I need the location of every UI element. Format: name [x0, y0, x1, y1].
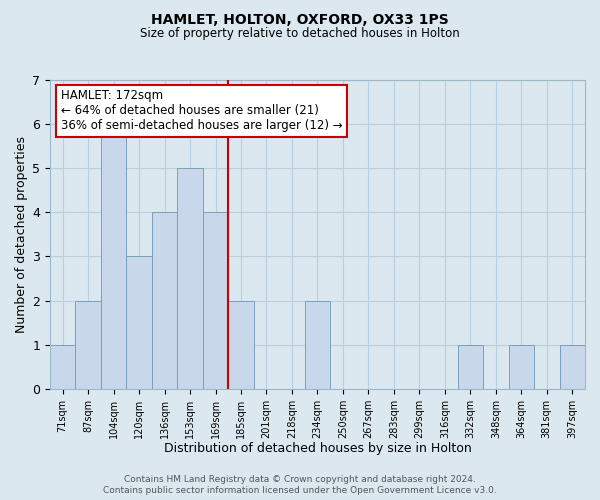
Bar: [203, 212, 228, 388]
Y-axis label: Number of detached properties: Number of detached properties: [15, 136, 28, 333]
Text: Contains public sector information licensed under the Open Government Licence v3: Contains public sector information licen…: [103, 486, 497, 495]
Bar: [152, 212, 177, 388]
Text: Size of property relative to detached houses in Holton: Size of property relative to detached ho…: [140, 28, 460, 40]
Bar: [50, 344, 76, 389]
Bar: [509, 344, 534, 389]
Text: HAMLET, HOLTON, OXFORD, OX33 1PS: HAMLET, HOLTON, OXFORD, OX33 1PS: [151, 12, 449, 26]
X-axis label: Distribution of detached houses by size in Holton: Distribution of detached houses by size …: [164, 442, 472, 455]
Text: Contains HM Land Registry data © Crown copyright and database right 2024.: Contains HM Land Registry data © Crown c…: [124, 475, 476, 484]
Bar: [127, 256, 152, 388]
Bar: [560, 344, 585, 389]
Bar: [101, 124, 127, 388]
Bar: [305, 300, 330, 388]
Text: HAMLET: 172sqm
← 64% of detached houses are smaller (21)
36% of semi-detached ho: HAMLET: 172sqm ← 64% of detached houses …: [61, 90, 342, 132]
Bar: [228, 300, 254, 388]
Bar: [177, 168, 203, 388]
Bar: [76, 300, 101, 388]
Bar: [458, 344, 483, 389]
